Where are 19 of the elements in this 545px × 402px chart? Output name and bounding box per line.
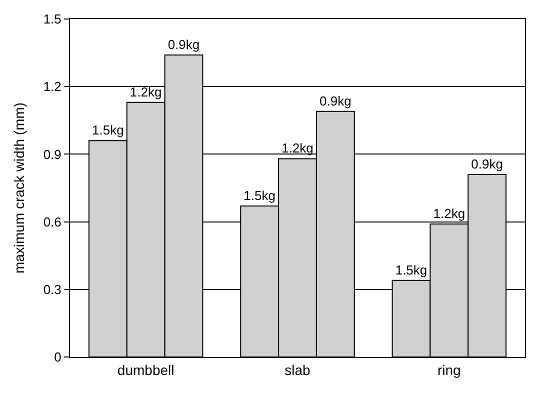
series-label: 1.2kg (130, 84, 162, 100)
y-tick-label: 1.2 (43, 79, 62, 94)
series-label: 0.9kg (168, 37, 200, 52)
text: 0.9kg (320, 93, 352, 108)
y-tick-label: 0.9 (43, 146, 62, 162)
y-tick-label: 0.6 (43, 214, 62, 230)
y-tick-label: 0 (54, 350, 62, 365)
x-tick-label: dumbbell (117, 362, 174, 378)
text: 1.5kg (395, 262, 428, 278)
text: 1.5kg (244, 188, 276, 204)
text: 1.2kg (282, 140, 314, 156)
y-axis-title: maximum crack width (mm) (10, 102, 27, 274)
text: 1.2kg (433, 206, 466, 222)
y-tick-label: 0.3 (43, 282, 62, 297)
x-tick-label: slab (284, 362, 311, 378)
x-tick-label: ring (437, 362, 461, 378)
y-tick-label: 1.5 (43, 12, 62, 27)
text: 0.9kg (471, 156, 503, 172)
series-label: 1.5kg (92, 122, 124, 138)
